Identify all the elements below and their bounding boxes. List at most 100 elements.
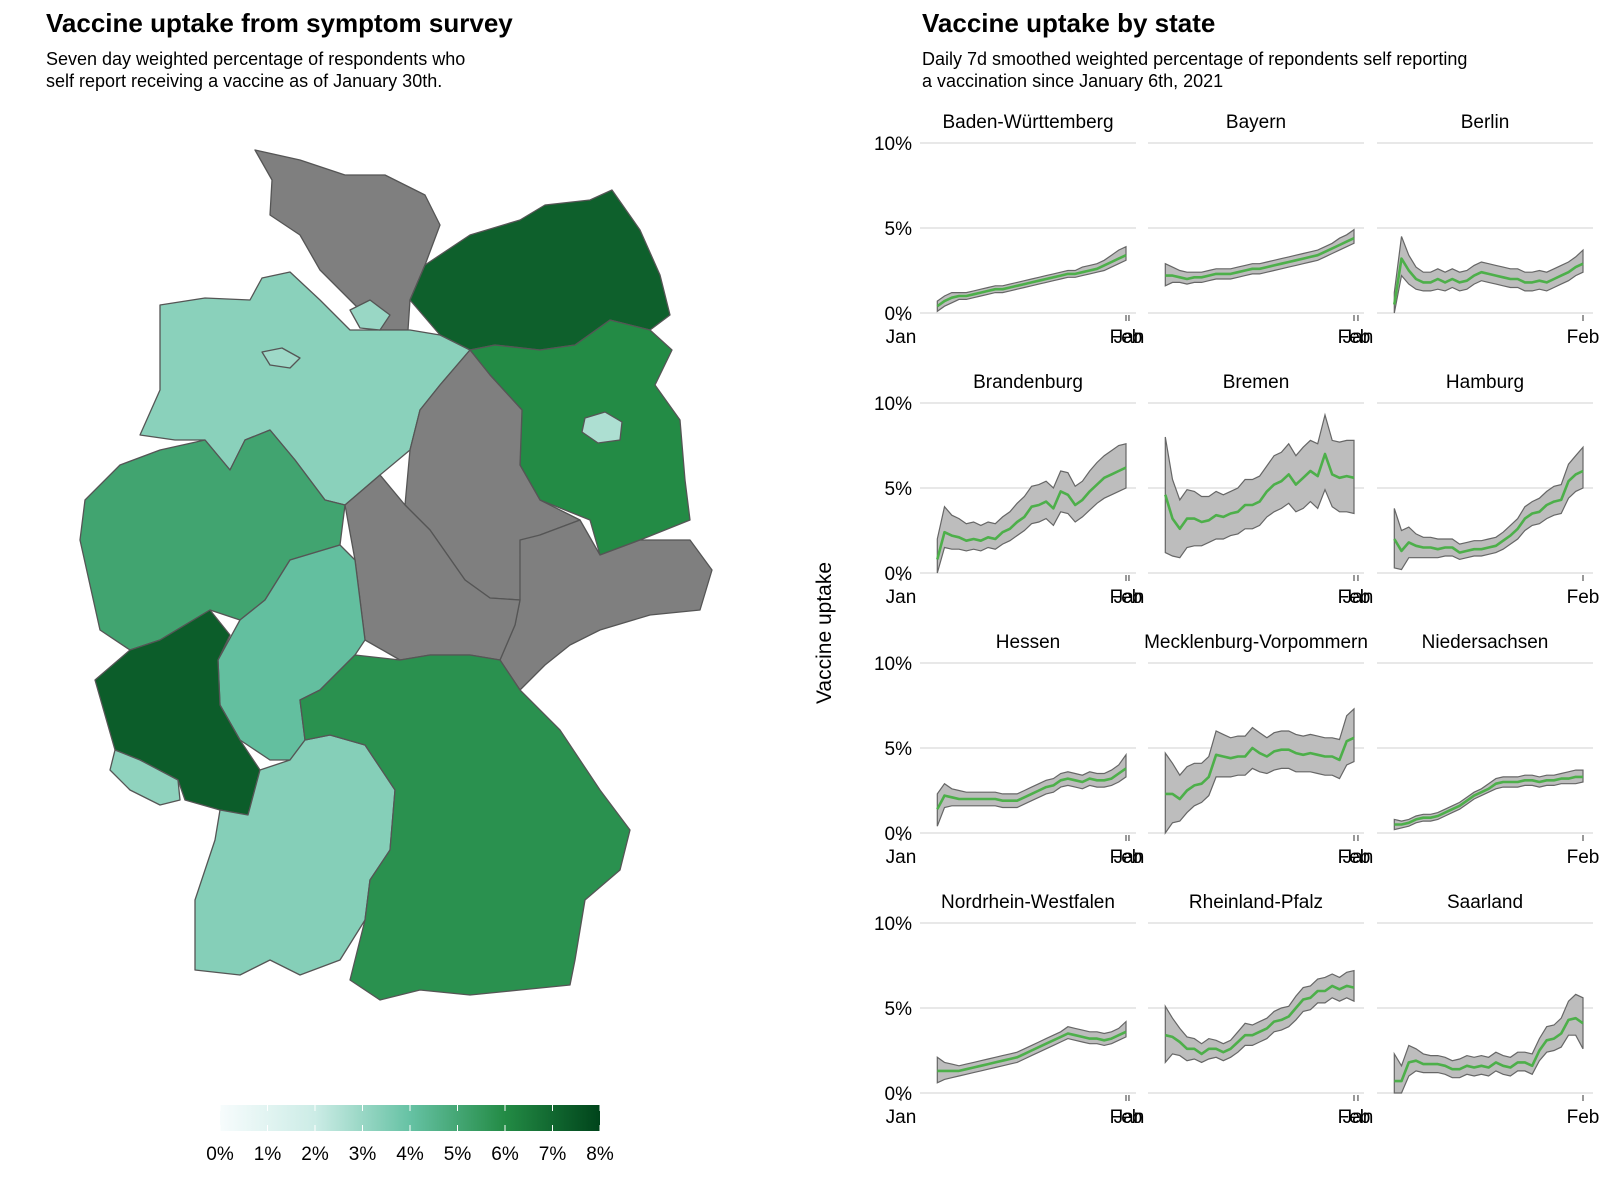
panel-title: Bayern: [1226, 112, 1286, 133]
map-subtitle: Seven day weighted percentage of respond…: [46, 48, 566, 92]
x-tick-label: Jan: [1114, 1107, 1145, 1128]
x-tick-label: Feb: [1110, 847, 1143, 868]
uptake-line: [1165, 984, 1355, 1056]
panel-berlin: Berlin Jan Feb: [1343, 112, 1600, 348]
x-tick-label: Jan: [1114, 847, 1145, 868]
panel-title: Brandenburg: [973, 372, 1083, 393]
uptake-line: [1393, 469, 1584, 554]
legend-tick-label: 8%: [586, 1144, 614, 1165]
confidence-ribbon: [1164, 228, 1355, 287]
confidence-ribbon: [1164, 412, 1355, 559]
x-tick-label: Jan: [1343, 847, 1374, 868]
y-tick-label: 10%: [874, 654, 912, 675]
x-tick-label: Jan: [886, 587, 917, 608]
y-tick-label: 5%: [885, 219, 913, 240]
state-schleswig-holstein[interactable]: [254, 149, 441, 331]
panel-niedersachsen: Niedersachsen Jan Feb: [1343, 632, 1600, 868]
panel-title: Niedersachsen: [1422, 632, 1549, 653]
x-tick-label: Jan: [1343, 1107, 1374, 1128]
x-tick-label: Feb: [1338, 847, 1371, 868]
panel-title: Berlin: [1461, 112, 1510, 133]
x-tick-label: Jan: [886, 1107, 917, 1128]
panel-title: Bremen: [1223, 372, 1290, 393]
confidence-ribbon: [1393, 445, 1584, 571]
x-tick-label: Feb: [1110, 327, 1143, 348]
y-axis-title: Vaccine uptake: [813, 562, 836, 704]
uptake-line: [1394, 1016, 1584, 1083]
panel-title: Rheinland-Pfalz: [1189, 892, 1323, 913]
facet-subtitle-line2: a vaccination since January 6th, 2021: [922, 71, 1224, 91]
legend-tick-label: 3%: [349, 1144, 377, 1165]
uptake-line: [1165, 736, 1355, 801]
legend-tick-label: 4%: [396, 1144, 424, 1165]
state-saarland[interactable]: [109, 749, 181, 806]
state-hamburg[interactable]: [349, 299, 391, 331]
x-tick-label: Feb: [1567, 587, 1600, 608]
x-tick-label: Jan: [1114, 587, 1145, 608]
uptake-line: [936, 254, 1127, 308]
panel-hamburg: Hamburg Jan Feb: [1343, 372, 1600, 608]
state-bremen[interactable]: [261, 347, 301, 369]
uptake-line: [1164, 452, 1355, 531]
panel-title: Saarland: [1447, 892, 1523, 913]
x-tick-label: Jan: [886, 327, 917, 348]
facet-title: Vaccine uptake by state: [922, 8, 1216, 38]
x-tick-label: Jan: [886, 847, 917, 868]
panel-title: Hessen: [996, 632, 1060, 653]
y-tick-label: 0%: [885, 1084, 913, 1105]
panel-title: Baden-Württemberg: [942, 112, 1113, 133]
map-title: Vaccine uptake from symptom survey: [46, 8, 513, 38]
y-tick-label: 0%: [885, 564, 913, 585]
uptake-line: [1393, 257, 1584, 305]
states-layer: [79, 149, 713, 1001]
x-tick-label: Jan: [1343, 587, 1374, 608]
panel-title: Mecklenburg-Vorpommern: [1144, 632, 1368, 653]
uptake-line: [936, 466, 1127, 560]
x-tick-label: Feb: [1567, 847, 1600, 868]
confidence-ribbon: [1393, 993, 1584, 1094]
panel-title: Nordrhein-Westfalen: [941, 892, 1115, 913]
x-tick-label: Feb: [1567, 327, 1600, 348]
facet-subtitle: Daily 7d smoothed weighted percentage of…: [922, 48, 1562, 92]
state-bayern[interactable]: [299, 654, 631, 1001]
uptake-line: [1394, 775, 1583, 826]
map-subtitle-line1: Seven day weighted percentage of respond…: [46, 49, 466, 69]
x-tick-label: Jan: [1343, 327, 1374, 348]
y-tick-label: 10%: [874, 914, 912, 935]
germany-choropleth-map: 0% 1% 2% 3% 4% 5% 6% 7% 8%: [79, 149, 713, 1165]
uptake-line: [1165, 237, 1355, 281]
legend-tick-label: 0%: [206, 1144, 234, 1165]
x-tick-label: Feb: [1567, 1107, 1600, 1128]
panel-title: Hamburg: [1446, 372, 1524, 393]
uptake-line: [937, 1030, 1127, 1073]
panel-saarland: Saarland Jan Feb: [1343, 892, 1600, 1128]
x-tick-label: Feb: [1338, 1107, 1371, 1128]
state-berlin[interactable]: [581, 411, 623, 444]
y-tick-label: 10%: [874, 394, 912, 415]
confidence-ribbon: [1164, 969, 1355, 1065]
facet-subtitle-line1: Daily 7d smoothed weighted percentage of…: [922, 49, 1468, 69]
uptake-line: [936, 767, 1127, 810]
x-tick-label: Feb: [1338, 327, 1371, 348]
y-tick-label: 0%: [885, 824, 913, 845]
y-tick-label: 5%: [885, 999, 913, 1020]
y-tick-label: 0%: [885, 304, 913, 325]
x-tick-label: Feb: [1110, 1107, 1143, 1128]
y-tick-label: 10%: [874, 134, 912, 155]
y-tick-label: 5%: [885, 739, 913, 760]
x-tick-label: Jan: [1114, 327, 1145, 348]
legend-tick-label: 2%: [301, 1144, 329, 1165]
x-tick-label: Feb: [1110, 587, 1143, 608]
legend-tick-label: 1%: [254, 1144, 282, 1165]
confidence-ribbon: [936, 1020, 1127, 1084]
legend-tick-label: 7%: [539, 1144, 567, 1165]
